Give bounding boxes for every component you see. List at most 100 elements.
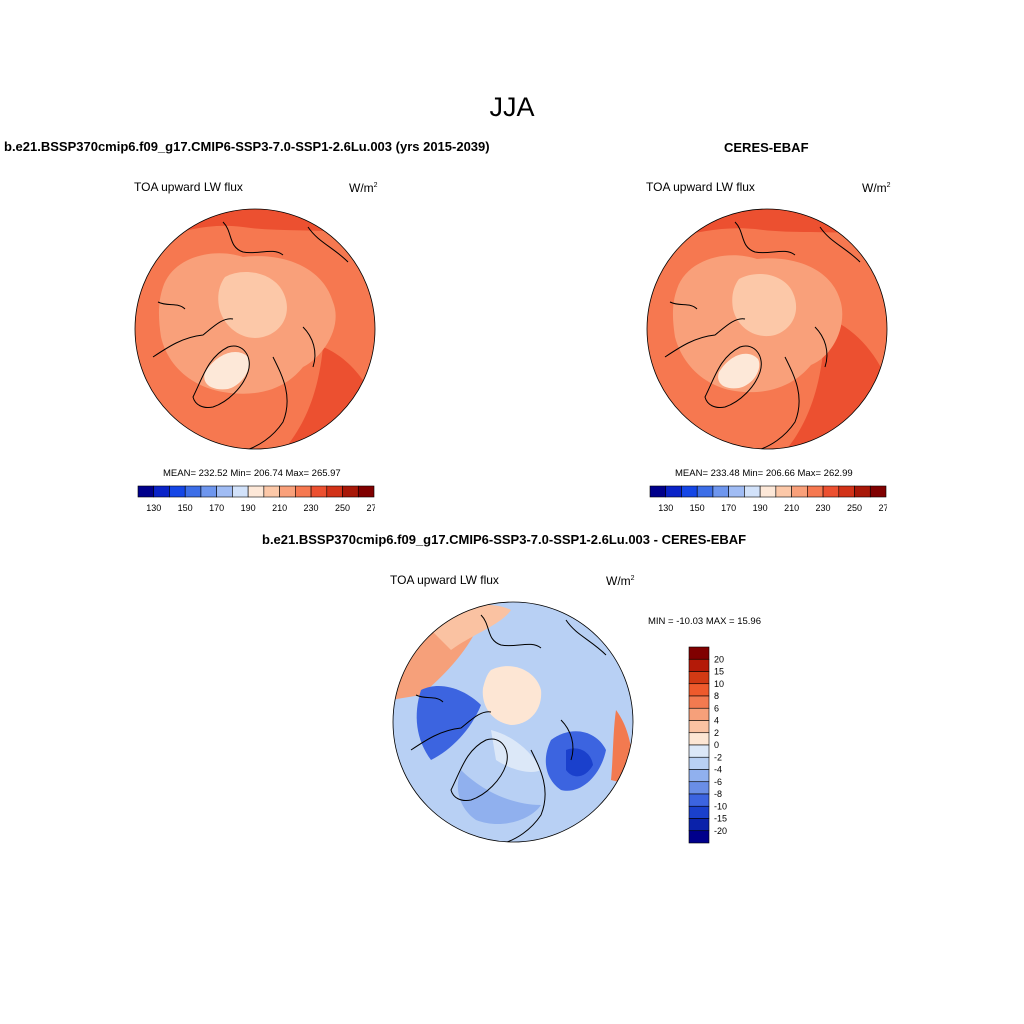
model-units-label: W/m2 <box>349 181 378 195</box>
colorbar-tick-label: 230 <box>304 503 319 513</box>
colorbar-swatch <box>688 744 710 758</box>
obs-stats: MEAN= 233.48 Min= 206.66 Max= 262.99 <box>675 468 853 479</box>
obs-coastlines <box>664 221 861 449</box>
colorbar-swatch <box>169 485 186 498</box>
colorbar-tick-label: 130 <box>658 503 673 513</box>
model-stats: MEAN= 232.52 Min= 206.74 Max= 265.97 <box>163 468 341 479</box>
colorbar-swatch <box>688 793 710 807</box>
colorbar-swatch <box>310 485 328 498</box>
colorbar-swatch <box>744 485 761 498</box>
colorbar-swatch <box>342 485 359 498</box>
colorbar-swatch <box>688 781 710 795</box>
colorbar-tick-label: -8 <box>714 789 722 799</box>
colorbar-tick-label: 270 <box>878 503 887 513</box>
colorbar-swatch <box>775 485 792 498</box>
colorbar-tick-label: 210 <box>784 503 799 513</box>
colorbar-tick-label: 130 <box>146 503 161 513</box>
colorbar-swatch <box>854 485 871 498</box>
colorbar-swatch <box>688 683 710 697</box>
colorbar-swatch <box>696 485 714 498</box>
diff-coastlines <box>410 614 607 842</box>
negative-anomaly-south <box>457 770 541 825</box>
colorbar-swatch <box>200 485 217 498</box>
colorbar-swatch <box>728 485 745 498</box>
obs-colorbar: 130 150 170 190 210 230 250 270 <box>649 485 887 513</box>
main-title: JJA <box>489 92 535 122</box>
obs-panel-title: CERES-EBAF <box>724 140 809 155</box>
colorbar-tick-label: 250 <box>335 503 350 513</box>
diff-polar-map <box>392 601 634 843</box>
diff-panel-title: b.e21.BSSP370cmip6.f09_g17.CMIP6-SSP3-7.… <box>262 532 747 547</box>
colorbar-swatch <box>665 485 682 498</box>
colorbar-tick-label: 150 <box>178 503 193 513</box>
colorbar-tick-label: -10 <box>714 801 727 811</box>
colorbar-swatch <box>649 485 667 498</box>
colorbar-tick-label: 20 <box>714 654 724 664</box>
map-polar-core <box>218 272 287 338</box>
obs-units-label: W/m2 <box>862 181 891 195</box>
near-zero-polar-cap <box>482 666 542 725</box>
map-polar-core <box>732 273 797 337</box>
colorbar-swatch <box>137 485 155 498</box>
colorbar-tick-label: 270 <box>366 503 375 513</box>
colorbar-swatch <box>807 485 824 498</box>
colorbar-swatch <box>357 485 375 498</box>
colorbar-tick-label: 190 <box>753 503 768 513</box>
colorbar-tick-label: 250 <box>847 503 862 513</box>
colorbar-tick-label: -6 <box>714 777 722 787</box>
colorbar-tick-label: 150 <box>690 503 705 513</box>
model-colorbar: 130 150 170 190 210 230 250 270 <box>137 485 375 513</box>
colorbar-tick-label: 190 <box>241 503 256 513</box>
colorbar-swatch <box>232 485 249 498</box>
diff-stats: MIN = -10.03 MAX = 15.96 <box>648 616 762 627</box>
map-greenland-minimum <box>718 353 760 389</box>
colorbar-swatch <box>688 720 710 734</box>
colorbar-swatch <box>153 485 170 498</box>
colorbar-tick-label: 8 <box>714 691 719 701</box>
colorbar-tick-label: 230 <box>816 503 831 513</box>
colorbar-swatch <box>688 769 710 783</box>
colorbar-tick-label: 170 <box>209 503 224 513</box>
obs-variable-label: TOA upward LW flux <box>646 180 755 194</box>
colorbar-tick-label: 6 <box>714 703 719 713</box>
map-greenland-minimum <box>204 352 250 390</box>
colorbar-tick-label: -4 <box>714 765 722 775</box>
colorbar-tick-label: -15 <box>714 814 727 824</box>
diff-units-label: W/m2 <box>606 574 635 588</box>
colorbar-swatch <box>822 485 840 498</box>
colorbar-swatch <box>681 485 698 498</box>
colorbar-tick-label: 2 <box>714 728 719 738</box>
model-coastlines <box>152 221 349 449</box>
colorbar-swatch <box>791 485 808 498</box>
colorbar-tick-label: 210 <box>272 503 287 513</box>
colorbar-swatch <box>688 818 710 832</box>
colorbar-swatch <box>688 805 710 819</box>
colorbar-tick-label: 170 <box>721 503 736 513</box>
colorbar-swatch <box>184 485 202 498</box>
colorbar-swatch <box>263 485 280 498</box>
model-panel-title: b.e21.BSSP370cmip6.f09_g17.CMIP6-SSP3-7.… <box>4 139 490 154</box>
colorbar-swatch <box>688 830 710 844</box>
model-variable-label: TOA upward LW flux <box>134 180 243 194</box>
colorbar-swatch <box>688 658 710 672</box>
colorbar-swatch <box>712 485 729 498</box>
map-boundary <box>646 208 888 450</box>
colorbar-tick-label: 4 <box>714 716 719 726</box>
colorbar-swatch <box>688 732 710 746</box>
colorbar-tick-label: -2 <box>714 752 722 762</box>
colorbar-swatch <box>759 485 777 498</box>
map-boundary <box>134 208 376 450</box>
map-boundary <box>392 601 634 843</box>
obs-polar-map <box>646 208 888 450</box>
colorbar-tick-label: 15 <box>714 667 724 677</box>
colorbar-swatch <box>688 671 710 685</box>
colorbar-tick-label: 10 <box>714 679 724 689</box>
colorbar-tick-label: 0 <box>714 740 719 750</box>
colorbar-swatch <box>838 485 855 498</box>
colorbar-tick-label: -20 <box>714 826 727 836</box>
colorbar-swatch <box>216 485 233 498</box>
model-polar-map <box>134 208 376 450</box>
colorbar-swatch <box>869 485 887 498</box>
colorbar-swatch <box>688 646 710 660</box>
